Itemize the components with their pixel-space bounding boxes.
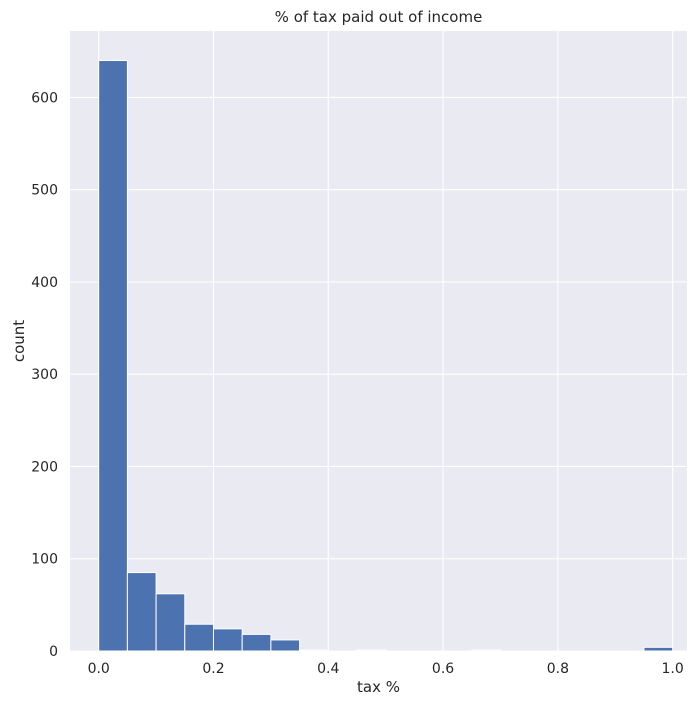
histogram-bar <box>155 593 186 652</box>
y-tick-label: 500 <box>31 183 58 199</box>
bars <box>98 60 674 652</box>
x-tick-label: 0.2 <box>202 661 224 677</box>
histogram-bar <box>471 649 501 652</box>
y-tick-label: 200 <box>31 459 58 475</box>
x-tick-label: 0.6 <box>432 661 454 677</box>
y-tick-label: 400 <box>31 275 58 291</box>
histogram-bar <box>299 649 329 652</box>
tick-labels: 0.0 0.2 0.4 0.6 0.8 1.0 0 100 200 300 400 500 600 <box>31 90 684 677</box>
histogram-bar <box>270 639 301 652</box>
histogram-bar <box>126 572 157 652</box>
histogram-bar <box>356 649 387 652</box>
x-tick-label: 0.0 <box>88 661 110 677</box>
chart-title: % of tax paid out of income <box>275 8 483 26</box>
y-tick-label: 300 <box>31 367 58 383</box>
y-tick-label: 600 <box>31 90 58 106</box>
histogram-bar <box>643 646 674 652</box>
y-tick-label: 0 <box>49 644 58 660</box>
plot-area <box>70 31 687 651</box>
x-tick-label: 1.0 <box>662 661 684 677</box>
histogram-bar <box>98 60 128 652</box>
histogram-bar <box>184 623 214 652</box>
x-axis-label: tax % <box>357 678 400 696</box>
grid-lines <box>70 31 687 652</box>
histogram-bar <box>241 633 272 652</box>
x-tick-label: 0.8 <box>547 661 569 677</box>
y-axis-label: count <box>10 320 28 362</box>
histogram-bar <box>212 628 243 652</box>
x-tick-label: 0.4 <box>317 661 339 677</box>
y-tick-label: 100 <box>31 552 58 568</box>
